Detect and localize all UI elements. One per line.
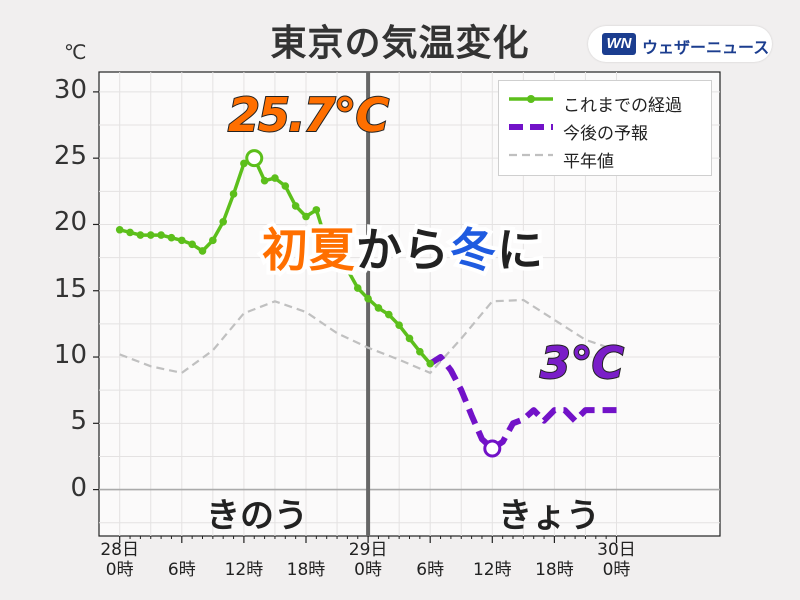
observed-point [322, 239, 331, 247]
x-tick-label: 30日 0時 [597, 540, 636, 580]
headline-from: から [352, 219, 453, 281]
x-tick-label: 12時 [224, 560, 264, 580]
page-title: 東京の気温変化 [270, 23, 530, 64]
headline-to: に [493, 219, 547, 281]
observed-point [198, 247, 207, 255]
x-tick-label: 18時 [535, 560, 574, 580]
low-temperature-label: 3℃ [539, 337, 625, 390]
observed-point [271, 174, 279, 182]
headline-early-summer: 初夏 [258, 219, 359, 281]
observed-point [146, 231, 155, 239]
x-tick-label: 6時 [167, 560, 196, 580]
legend-item-observed: これまでの経過 [499, 87, 711, 116]
weathernews-logo-icon: WN [602, 33, 636, 55]
observed-point [395, 321, 403, 330]
brand-name: ウェザーニュース [642, 38, 770, 57]
highlight-marker [483, 439, 502, 458]
observed-point [178, 236, 186, 245]
legend-swatch-observed [509, 95, 553, 103]
legend-label-normal: 平年値 [563, 152, 614, 172]
highlight-marker [245, 149, 264, 168]
chart-legend: これまでの経過 今後の予報 平年値 [498, 80, 712, 176]
observed-point [291, 202, 300, 210]
observed-point [126, 228, 134, 237]
headline: 初夏から冬に [258, 214, 547, 281]
y-tick-label: 25 [53, 141, 87, 172]
observed-point [385, 310, 393, 319]
observed-point [136, 231, 145, 239]
observed-point [157, 231, 165, 239]
observed-point [229, 190, 238, 198]
observed-point [353, 284, 362, 292]
series-normal-line [119, 298, 617, 375]
peak-temperature-label: 25.7℃ [227, 87, 390, 143]
y-tick-label: 0 [70, 472, 87, 503]
observed-point [209, 236, 217, 245]
observed-point [374, 304, 383, 312]
observed-point [312, 206, 321, 214]
headline-winter: 冬 [446, 219, 500, 281]
x-tick-label: 28日 0時 [100, 540, 139, 580]
y-tick-label: 5 [70, 406, 87, 437]
observed-point [364, 294, 372, 303]
x-tick-label: 18時 [286, 560, 326, 580]
legend-swatch-forecast [509, 124, 553, 130]
observed-point [240, 159, 248, 168]
day-label-today: きょう [498, 496, 600, 536]
y-tick-label: 20 [53, 207, 87, 238]
x-tick-label: 29日 0時 [348, 540, 388, 580]
observed-point [167, 233, 176, 242]
observed-point [426, 359, 435, 368]
x-tick-label: 6時 [416, 560, 445, 580]
series-forecast-line [428, 354, 617, 452]
brand-badge: WN ウェザーニュース [588, 26, 772, 62]
observed-point [115, 225, 124, 234]
legend-item-forecast: 今後の予報 [499, 115, 711, 144]
y-axis-unit: ℃ [64, 40, 87, 64]
observed-point [416, 347, 424, 356]
observed-point [405, 334, 414, 343]
observed-point [188, 240, 196, 249]
y-tick-label: 30 [53, 74, 87, 105]
observed-point [281, 182, 290, 190]
legend-label-observed: これまでの経過 [563, 96, 682, 116]
day-label-yesterday: きのう [206, 496, 308, 536]
y-tick-label: 15 [53, 273, 87, 304]
legend-item-normal: 平年値 [499, 143, 711, 172]
observed-point [219, 218, 227, 226]
observed-point [260, 176, 269, 185]
observed-point [333, 253, 341, 262]
x-tick-label: 12時 [472, 560, 512, 580]
legend-swatch-normal [509, 153, 553, 157]
y-tick-label: 10 [53, 340, 87, 371]
observed-point [302, 212, 310, 221]
legend-label-forecast: 今後の予報 [563, 124, 648, 144]
observed-point [343, 265, 352, 274]
